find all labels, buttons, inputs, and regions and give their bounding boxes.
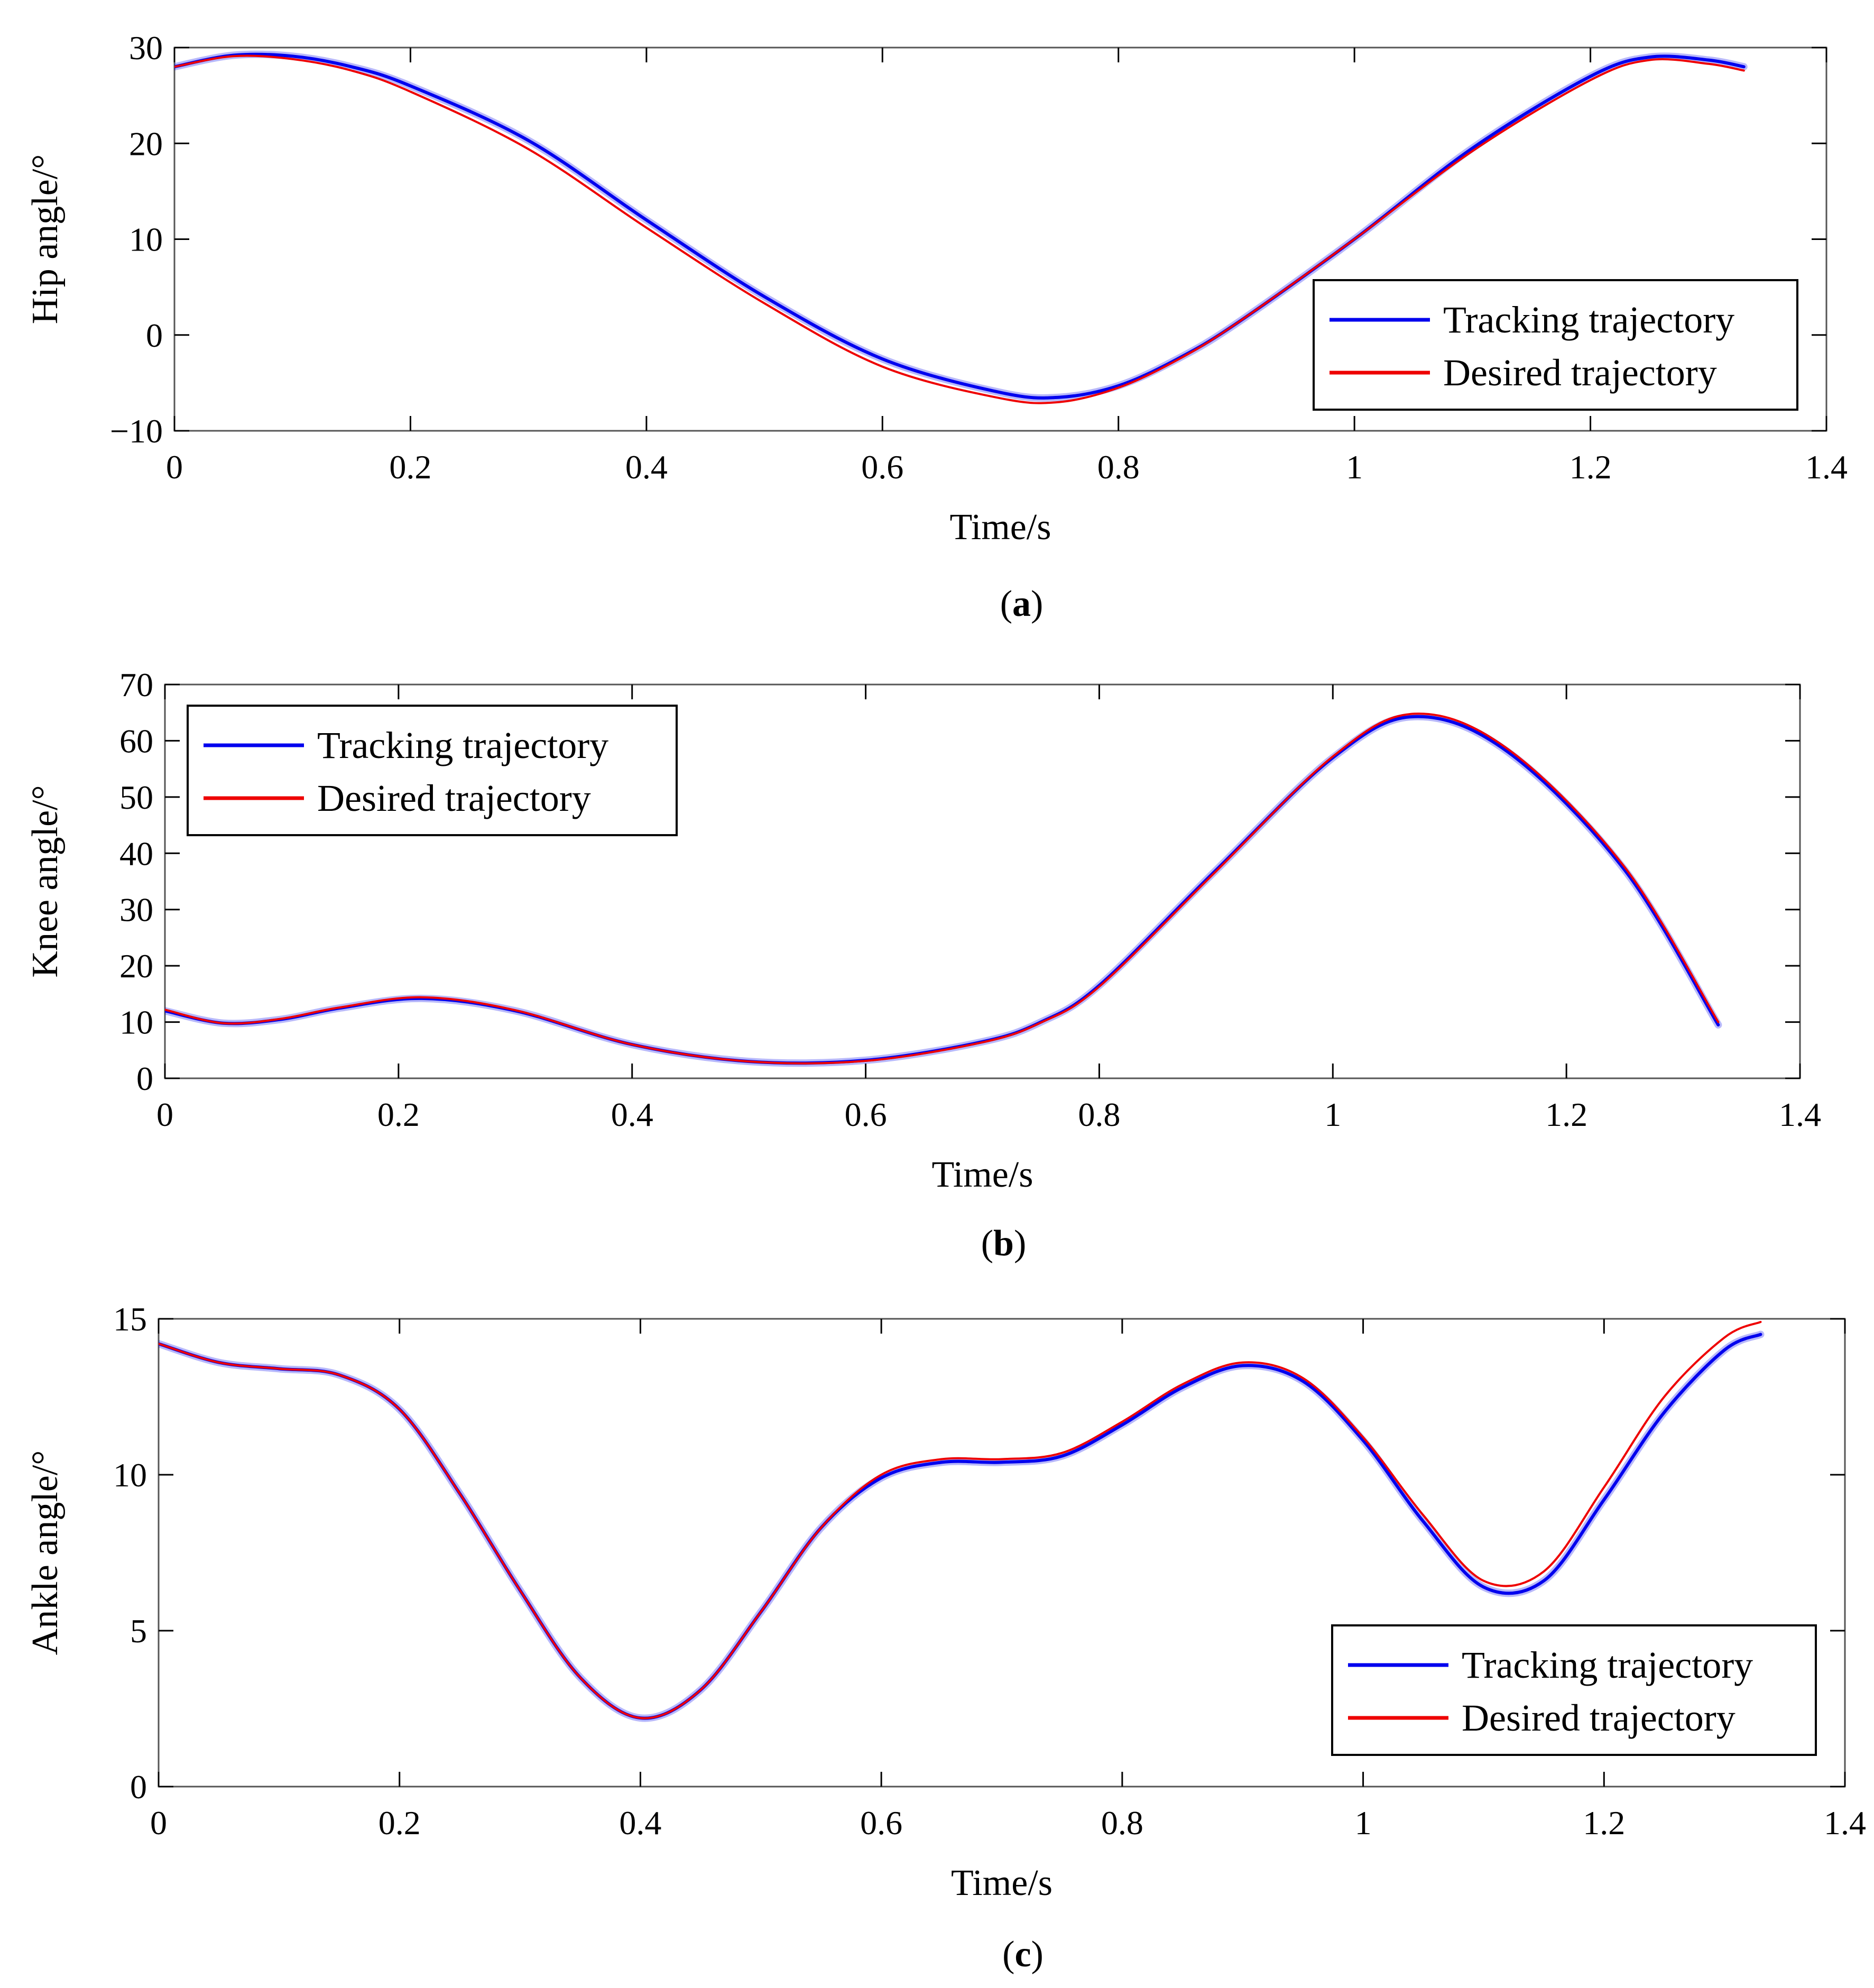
x-tick-label: 0.6	[861, 448, 903, 486]
y-tick-label: 10	[119, 1004, 153, 1041]
x-tick-label: 0	[166, 448, 183, 486]
y-tick-label: 5	[130, 1612, 147, 1650]
legend-box	[1331, 1624, 1817, 1756]
series-line-1	[159, 1320, 1762, 1719]
y-tick-label: 20	[129, 125, 163, 162]
caption-close-paren: )	[1031, 584, 1043, 624]
x-tick-label: 1	[1355, 1804, 1372, 1842]
x-tick-label: 1.4	[1824, 1804, 1866, 1842]
caption-close-paren: )	[1014, 1223, 1026, 1264]
series-line-1	[174, 54, 1745, 404]
x-tick-label: 1.4	[1779, 1096, 1821, 1133]
caption-letter: a	[1012, 584, 1031, 624]
x-tick-label: 1	[1346, 448, 1363, 486]
series-line-0	[174, 52, 1746, 400]
x-tick-label: 0.2	[389, 448, 431, 486]
caption-letter: c	[1014, 1934, 1031, 1975]
x-tick-label: 0.6	[860, 1804, 902, 1842]
y-tick-label: 30	[129, 29, 163, 67]
legend-label-0: Tracking trajectory	[1462, 1644, 1753, 1686]
y-tick-label: 10	[113, 1456, 147, 1494]
y-tick-label: 50	[119, 779, 153, 816]
y-tick-label: 20	[119, 947, 153, 985]
y-tick-label: 0	[146, 317, 163, 354]
series-group	[174, 50, 1748, 404]
y-tick-label: 15	[113, 1300, 147, 1338]
y-tick-label: 0	[130, 1768, 147, 1806]
legend: Tracking trajectory Desired trajectory	[1331, 1624, 1817, 1756]
y-tick-label: 60	[119, 722, 153, 760]
x-tick-label: 0	[156, 1096, 173, 1133]
panel-caption: (b)	[981, 1223, 1027, 1264]
x-tick-label: 0.8	[1078, 1096, 1120, 1133]
panel-caption: (c)	[1002, 1934, 1044, 1975]
x-tick-label: 0.4	[625, 448, 668, 486]
x-tick-label: 0.4	[611, 1096, 653, 1133]
plot-frame	[158, 1318, 1846, 1788]
y-tick-label: 10	[129, 221, 163, 258]
y-axis-label: Knee angle/°	[25, 785, 66, 977]
legend: Tracking trajectory Desired trajectory	[187, 705, 678, 836]
y-tick-label: 40	[119, 835, 153, 872]
y-axis-label: Ankle angle/°	[25, 1450, 66, 1656]
x-tick-label: 1.4	[1805, 448, 1848, 486]
x-axis-label: Time/s	[951, 1863, 1053, 1903]
chart-panel-c: 0 0.2 0.4 0.6 0.8 1 1.2 1.4 0 5 10 15 Time/s Ankle an…	[25, 1300, 1866, 1975]
legend-label-1: Desired trajectory	[317, 777, 591, 819]
caption-letter: b	[993, 1223, 1014, 1264]
caption-open-paren: (	[981, 1223, 993, 1264]
legend-label-0: Tracking trajectory	[1443, 299, 1734, 341]
x-tick-label: 0.2	[379, 1804, 421, 1842]
y-tick-label: 30	[119, 891, 153, 929]
caption-open-paren: (	[1002, 1934, 1014, 1975]
legend: Tracking trajectory Desired trajectory	[1313, 279, 1798, 411]
legend-box	[1313, 279, 1798, 411]
series-group	[159, 1320, 1765, 1722]
x-tick-label: 1.2	[1583, 1804, 1625, 1842]
x-tick-label: 0.8	[1101, 1804, 1143, 1842]
x-tick-label: 0.8	[1097, 448, 1140, 486]
x-tick-label: 0.6	[845, 1096, 887, 1133]
x-axis-label: Time/s	[932, 1154, 1033, 1195]
legend-label-1: Desired trajectory	[1462, 1697, 1735, 1739]
y-tick-label: −10	[110, 412, 163, 450]
legend-label-0: Tracking trajectory	[317, 724, 608, 766]
chart-panel-b: 0 0.2 0.4 0.6 0.8 1 1.2 1.4 0 10 20 30 40 50 60 70 Time/…	[25, 666, 1821, 1264]
y-tick-label: 0	[136, 1060, 153, 1097]
panel-caption: (a)	[1000, 584, 1044, 624]
y-tick-label: 70	[119, 666, 153, 704]
caption-close-paren: )	[1031, 1934, 1044, 1975]
x-tick-label: 1.2	[1570, 448, 1612, 486]
chart-panel-a: 0 0.2 0.4 0.6 0.8 1 1.2 1.4−100102030Time/sHip …	[25, 29, 1848, 624]
legend-box	[187, 705, 678, 836]
x-tick-label: 0.2	[377, 1096, 420, 1133]
y-axis-label: Hip angle/°	[25, 154, 66, 325]
x-axis-label: Time/s	[950, 507, 1051, 548]
x-tick-label: 0.4	[619, 1804, 661, 1842]
caption-open-paren: (	[1000, 584, 1012, 624]
x-tick-label: 1.2	[1545, 1096, 1587, 1133]
series-line-1	[165, 713, 1720, 1065]
x-tick-label: 0	[150, 1804, 167, 1842]
series-group	[165, 713, 1722, 1067]
plot-frame	[164, 683, 1801, 1079]
x-tick-label: 1	[1324, 1096, 1341, 1133]
legend-label-1: Desired trajectory	[1443, 352, 1717, 394]
